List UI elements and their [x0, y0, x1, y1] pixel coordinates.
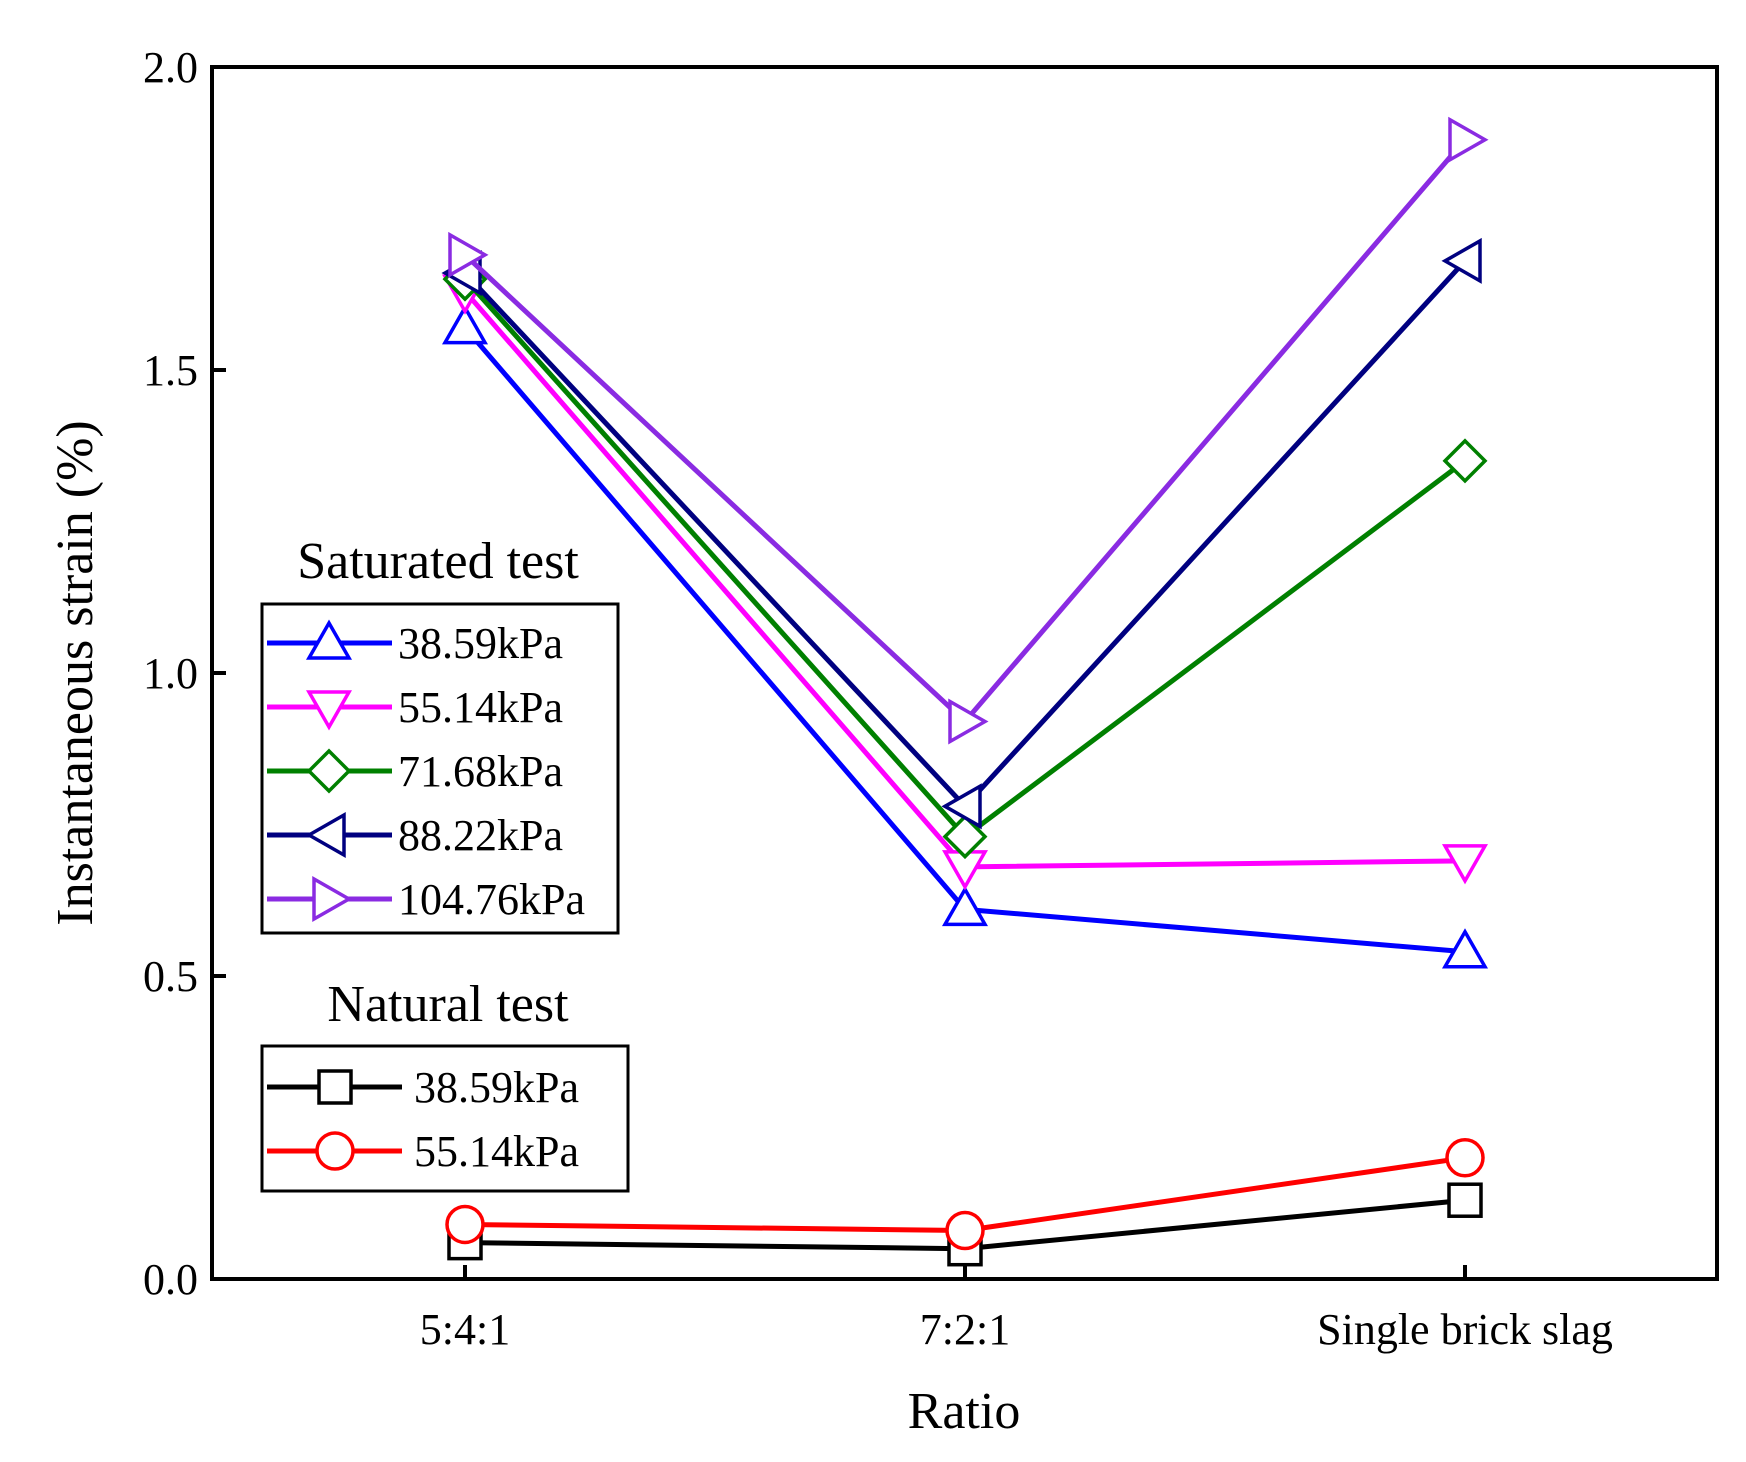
- y-tick-label: 0.5: [143, 952, 198, 1001]
- data-point: [1442, 438, 1488, 484]
- data-point: [445, 1204, 485, 1245]
- data-point: [1448, 116, 1489, 163]
- legend-marker: [312, 875, 353, 923]
- legend-label: 38.59kPa: [398, 619, 563, 668]
- legend-layer: Saturated test 38.59kPa 55.14kPa 71.68kPa 88…: [260, 533, 630, 1193]
- legend-label: 55.14kPa: [414, 1127, 579, 1176]
- x-tick-label: 5:4:1: [420, 1305, 510, 1354]
- legend-marker: [315, 1131, 355, 1171]
- data-point: [941, 783, 982, 830]
- x-tick-label: 7:2:1: [920, 1305, 1010, 1354]
- data-point: [1445, 1138, 1485, 1178]
- legend-label: 104.76kPa: [398, 875, 585, 924]
- legend-marker: [305, 811, 346, 859]
- data-point: [941, 885, 989, 927]
- legend-label: 71.68kPa: [398, 747, 563, 796]
- data-point: [945, 1210, 985, 1251]
- legend-title: Saturated test: [297, 533, 579, 590]
- legend-marker: [305, 619, 353, 660]
- legend-marker: [305, 690, 353, 731]
- y-tick-label: 0.0: [143, 1255, 198, 1304]
- legend-title: Natural test: [327, 976, 569, 1033]
- y-tick-label: 1.0: [143, 649, 198, 698]
- data-point: [948, 698, 989, 745]
- data-point: [1441, 928, 1489, 969]
- legend-marker: [306, 748, 352, 794]
- y-tick-label: 2.0: [143, 43, 198, 92]
- legend-label: 88.22kPa: [398, 811, 563, 860]
- y-axis-title: Instantaneous strain (%): [47, 420, 104, 925]
- data-point: [1441, 237, 1482, 284]
- data-point: [1441, 844, 1489, 885]
- legend-label: 38.59kPa: [414, 1063, 579, 1112]
- series-layer: [441, 116, 1489, 1267]
- x-axis-title: Ratio: [908, 1383, 1021, 1440]
- y-tick-label: 1.5: [143, 346, 198, 395]
- legend-label: 55.14kPa: [398, 683, 563, 732]
- data-point: [1447, 1182, 1483, 1218]
- axes-layer: 0.0 0.5 1.0 1.5 2.0 5:4:1 7:2:1 Single brick sl…: [143, 43, 1613, 1354]
- legend-marker: [317, 1069, 353, 1105]
- x-tick-label: Single brick slag: [1317, 1305, 1613, 1354]
- data-point: [942, 814, 988, 860]
- data-point: [448, 231, 489, 278]
- data-point: [441, 304, 489, 345]
